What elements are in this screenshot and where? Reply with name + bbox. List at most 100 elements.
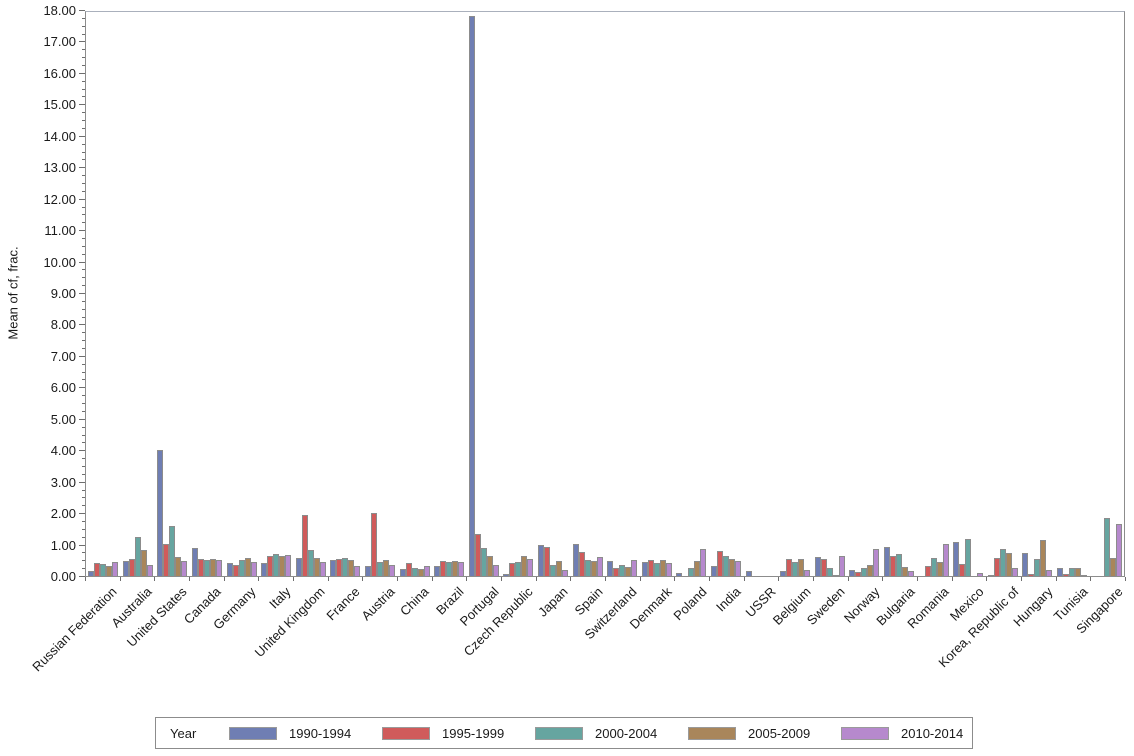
bar [804,570,811,576]
bar [198,559,205,576]
y-minor-tick [82,33,85,35]
bar-group [259,12,294,576]
y-minor-tick [82,190,85,192]
bar [619,565,626,576]
legend-item: 1990-1994 [229,726,355,741]
bar-group [121,12,156,576]
bar-group [501,12,536,576]
bar [458,562,465,576]
x-tick [986,577,988,581]
y-tick-label: 15.00 [43,97,76,113]
bar-group [1055,12,1090,576]
bar-group [709,12,744,576]
bar-group [570,12,605,576]
y-minor-tick [82,371,85,373]
y-minor-tick [82,222,85,224]
y-tick [79,293,85,294]
bar [250,562,257,576]
y-tick [79,544,85,546]
bar [112,562,119,576]
x-tick [743,577,745,581]
bar [307,550,314,576]
bar-group [1020,12,1055,576]
bar [936,562,943,576]
y-minor-tick [82,143,85,145]
bar [596,557,603,576]
bar-group [951,12,986,576]
bar [423,566,430,576]
y-tick [79,324,85,326]
bar [556,561,563,576]
bar [625,567,632,576]
bar [907,571,914,576]
x-tick [119,577,121,581]
x-tick [466,577,468,581]
x-tick [847,577,849,581]
bar [861,568,868,576]
y-tick [79,10,85,11]
x-category-label: Japan [534,584,571,620]
y-tick-label: 16.00 [43,65,76,81]
bar-group [86,12,121,576]
bar [710,566,717,576]
plot-area [85,11,1125,577]
bar [1011,568,1018,576]
y-minor-tick [82,379,85,381]
x-category-label: Italy [265,584,294,612]
y-tick-label: 14.00 [43,128,76,144]
y-minor-tick [82,127,85,129]
bar [411,568,418,576]
bar-group [882,12,917,576]
bar [895,554,902,576]
x-category-label: China [397,584,432,619]
y-tick [79,230,85,232]
legend-swatch [382,726,430,740]
x-tick [951,577,953,581]
x-tick [293,577,294,581]
x-category-label: Sweden [804,584,848,628]
bar [301,515,308,576]
y-minor-tick [82,65,85,67]
bar [1040,540,1047,576]
bar [953,542,960,576]
bar-group [294,12,329,576]
bar [826,568,833,576]
bar [786,559,793,576]
bar [122,561,129,576]
x-tick [778,577,780,581]
bar [1046,570,1053,576]
y-minor-tick [82,505,85,507]
bar [653,563,660,576]
legend-item: 2000-2004 [535,726,661,741]
y-minor-tick [82,151,85,153]
bar [965,539,972,576]
y-tick [79,41,85,43]
y-minor-tick [82,473,85,475]
bar [273,554,280,576]
bar [694,561,701,576]
bar [562,570,569,576]
y-tick [79,104,85,106]
y-minor-tick [82,497,85,499]
y-tick [79,72,85,74]
y-minor-tick [82,57,85,59]
bar [417,569,424,576]
y-minor-tick [82,120,85,122]
bar [204,560,211,576]
bar [405,563,412,576]
bar [901,567,908,576]
bar [521,556,528,576]
bar [515,562,522,576]
y-minor-tick [82,17,85,19]
bar [503,574,510,576]
bar [849,570,856,576]
bar [330,560,337,576]
bar-group [605,12,640,576]
bar-group [536,12,571,576]
y-minor-tick [82,49,85,51]
bar [867,565,874,576]
bar [1074,568,1081,576]
y-minor-tick [82,300,85,302]
y-tick-label: 3.00 [50,474,76,490]
bar-group [812,12,847,576]
